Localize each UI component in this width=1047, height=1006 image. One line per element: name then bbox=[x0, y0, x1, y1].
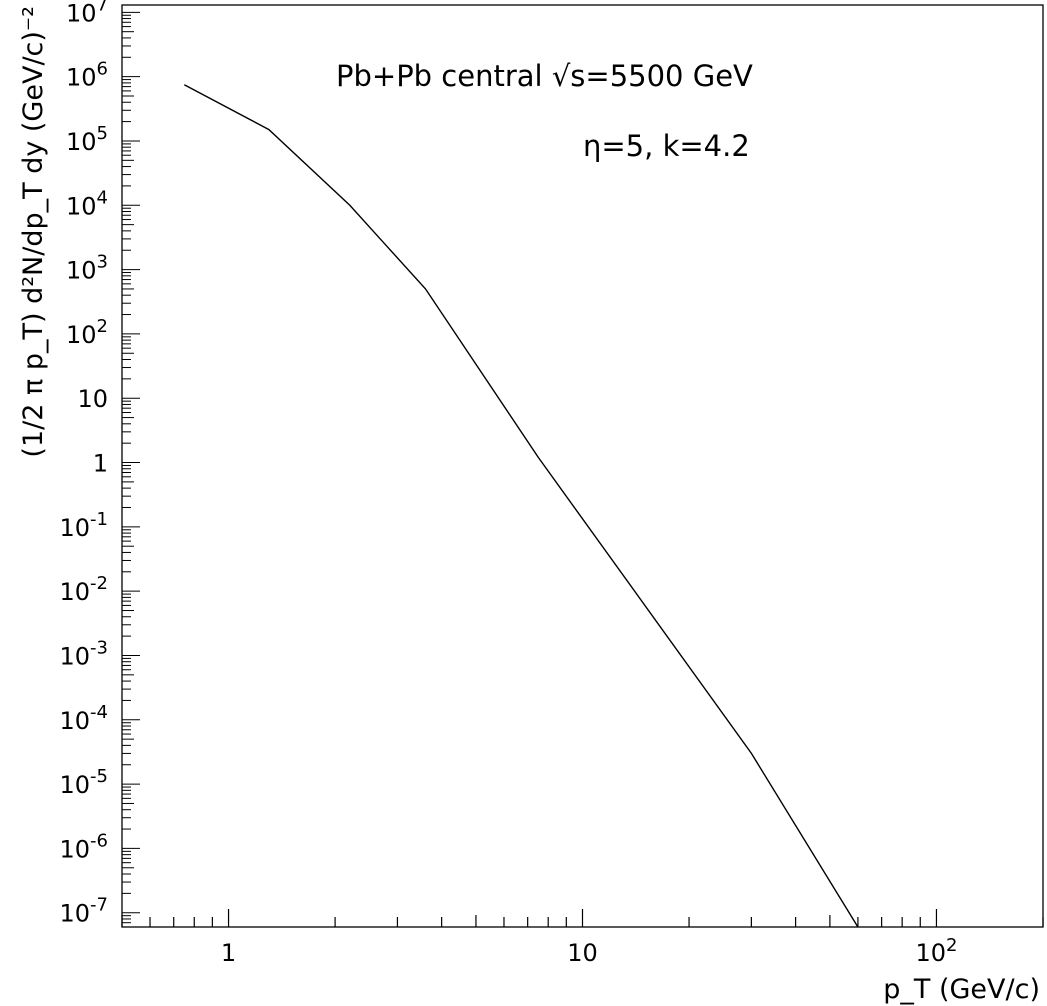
y-tick-label: 10-7 bbox=[60, 895, 109, 928]
y-tick-label: 10-2 bbox=[60, 573, 109, 606]
y-tick-label: 10-3 bbox=[60, 637, 109, 670]
series-line bbox=[183, 84, 859, 928]
y-tick-label: 104 bbox=[66, 187, 108, 220]
x-axis-title: p_T (GeV/c) bbox=[883, 974, 1040, 1005]
y-tick-label: 10-1 bbox=[60, 509, 109, 542]
y-tick-label: 105 bbox=[66, 123, 108, 156]
chart-annotation-parameters: η=5, k=4.2 bbox=[583, 129, 750, 163]
y-minor-ticks bbox=[122, 11, 140, 928]
y-axis-title: (1/2 π p_T) d²N/dp_T dy (GeV/c)⁻² bbox=[18, 6, 49, 458]
y-tick-label: 10-6 bbox=[60, 830, 109, 863]
y-tick-label: 10-4 bbox=[60, 702, 109, 735]
x-tick-label: 1 bbox=[221, 939, 236, 967]
chart-annotation-title: Pb+Pb central √s=5500 GeV bbox=[336, 59, 753, 93]
y-tick-label: 1 bbox=[93, 450, 108, 478]
x-minor-ticks bbox=[121, 909, 1044, 927]
y-tick-label: 10 bbox=[77, 385, 108, 413]
y-tick-label: 106 bbox=[66, 59, 108, 92]
x-tick-label: 10 bbox=[567, 939, 598, 967]
y-tick-label: 102 bbox=[66, 316, 108, 349]
y-tick-label: 10-5 bbox=[60, 766, 109, 799]
y-tick-label: 107 bbox=[66, 0, 108, 27]
y-axis-ticks: 10710610510410310210110-110-210-310-410-… bbox=[60, 0, 109, 928]
y-tick-label: 103 bbox=[66, 252, 108, 285]
x-tick-label: 102 bbox=[915, 935, 957, 967]
x-axis-ticks: 1 10 102 bbox=[221, 935, 958, 967]
